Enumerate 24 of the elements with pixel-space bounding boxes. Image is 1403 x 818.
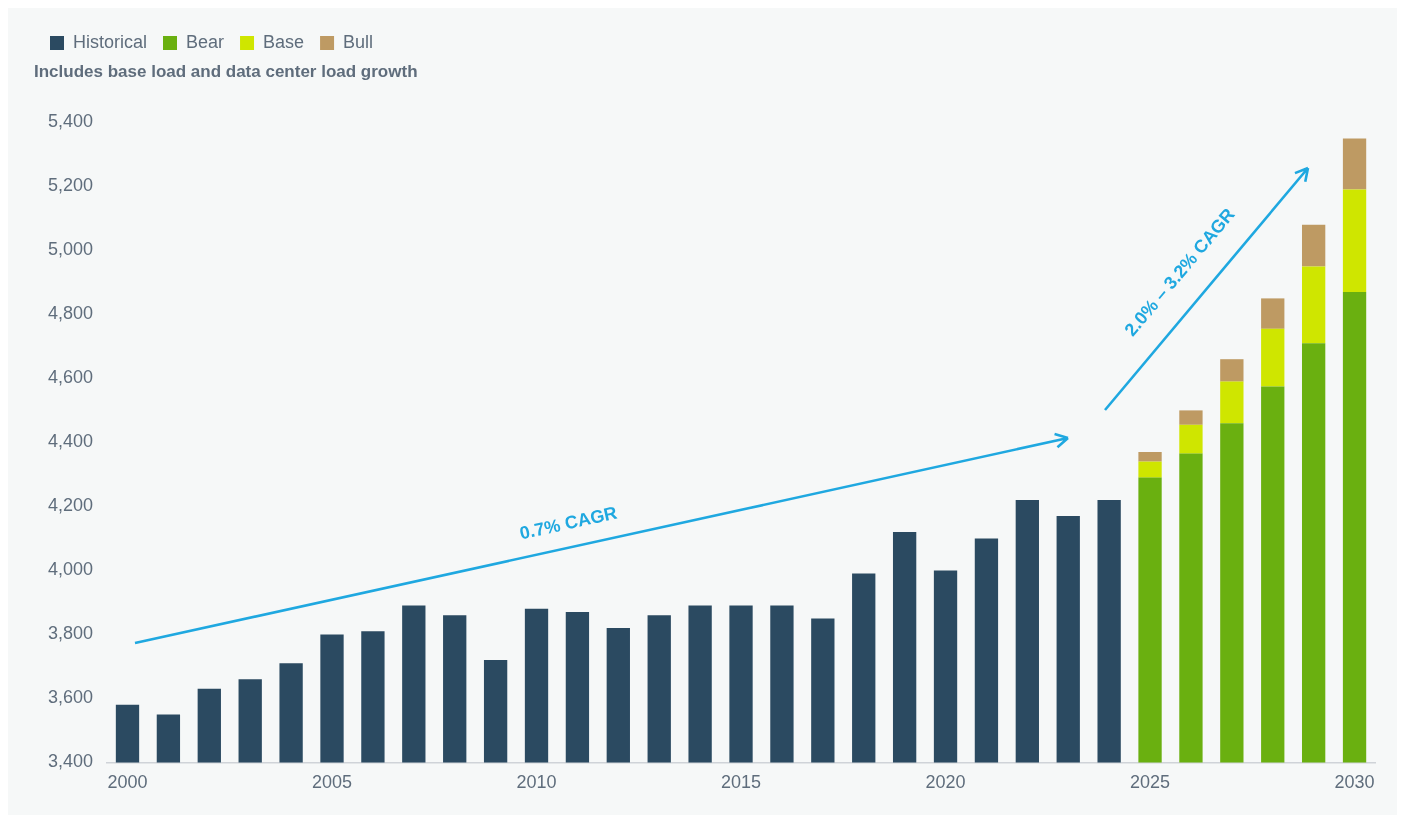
legend-label: Historical bbox=[73, 31, 148, 52]
y-tick-label: 4,000 bbox=[48, 559, 94, 580]
annotation: 0.7% CAGR bbox=[517, 502, 619, 544]
x-tick-label: 2030 bbox=[1334, 772, 1375, 793]
y-tick-label: 4,600 bbox=[48, 367, 94, 388]
x-tick-label: 2015 bbox=[721, 772, 762, 793]
y-tick-label: 4,200 bbox=[48, 495, 94, 516]
x-tick-label: 2025 bbox=[1130, 772, 1171, 793]
x-tick-label: 2000 bbox=[107, 772, 148, 793]
legend-label: Base bbox=[263, 31, 305, 52]
y-tick-label: 3,800 bbox=[48, 623, 94, 644]
y-tick-label: 3,400 bbox=[48, 751, 94, 772]
legend-label: Bear bbox=[186, 31, 225, 52]
x-tick-label: 2010 bbox=[516, 772, 557, 793]
x-tick-label: 2005 bbox=[311, 772, 353, 793]
y-tick-label: 3,600 bbox=[48, 687, 94, 708]
y-tick-label: 5,000 bbox=[48, 239, 94, 260]
y-tick-label: 4,400 bbox=[48, 431, 94, 452]
y-tick-label: 4,800 bbox=[48, 303, 94, 324]
x-tick-label: 2020 bbox=[925, 772, 966, 793]
chart-subtitle: Includes base load and data center load growth bbox=[34, 61, 418, 81]
y-tick-label: 5,400 bbox=[48, 111, 94, 132]
y-tick-label: 5,200 bbox=[48, 175, 94, 196]
legend-label: Bull bbox=[343, 31, 374, 52]
